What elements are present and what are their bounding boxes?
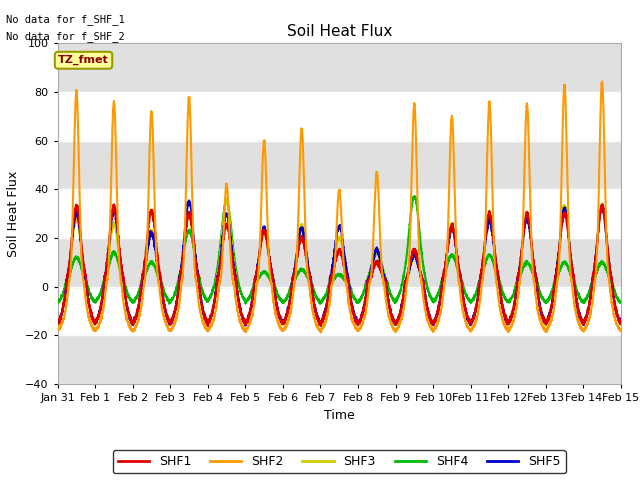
SHF4 xyxy=(616,299,624,305)
SHF3 xyxy=(155,268,163,274)
Text: TZ_fmet: TZ_fmet xyxy=(58,55,109,65)
SHF4 xyxy=(617,299,625,304)
SHF3 xyxy=(223,196,230,202)
SHF5 xyxy=(185,197,193,203)
SHF3 xyxy=(617,320,625,326)
SHF1 xyxy=(498,299,506,305)
SHF2 xyxy=(319,325,326,331)
SHF4 xyxy=(318,297,326,303)
Text: No data for f_SHF_1: No data for f_SHF_1 xyxy=(6,14,125,25)
SHF1 xyxy=(319,317,326,323)
SHF2 xyxy=(616,327,624,333)
Y-axis label: Soil Heat Flux: Soil Heat Flux xyxy=(6,170,19,257)
SHF2 xyxy=(435,317,442,323)
SHF5 xyxy=(319,316,326,322)
SHF1 xyxy=(617,320,625,325)
SHF4 xyxy=(435,289,442,295)
Bar xyxy=(58,43,621,92)
SHF2 xyxy=(498,313,506,319)
SHF1 xyxy=(435,305,442,311)
SHF4 xyxy=(498,286,506,292)
SHF2 xyxy=(317,330,324,336)
SHF1 xyxy=(204,324,212,329)
SHF2 xyxy=(466,326,474,332)
SHF3 xyxy=(542,323,550,329)
Legend: SHF1, SHF2, SHF3, SHF4, SHF5: SHF1, SHF2, SHF3, SHF4, SHF5 xyxy=(113,450,566,473)
SHF3 xyxy=(54,322,61,327)
Bar xyxy=(58,141,621,189)
SHF3 xyxy=(466,320,474,325)
SHF3 xyxy=(498,296,506,301)
SHF4 xyxy=(411,193,419,199)
Text: No data for f_SHF_2: No data for f_SHF_2 xyxy=(6,31,125,42)
Title: Soil Heat Flux: Soil Heat Flux xyxy=(287,24,392,39)
SHF5 xyxy=(617,321,625,327)
SHF5 xyxy=(241,323,249,329)
SHF2 xyxy=(617,328,625,334)
Line: SHF5: SHF5 xyxy=(58,200,621,326)
SHF4 xyxy=(466,299,474,304)
Bar xyxy=(58,336,621,384)
SHF4 xyxy=(155,275,163,280)
SHF1 xyxy=(466,319,474,325)
SHF5 xyxy=(435,306,442,312)
SHF1 xyxy=(54,320,61,325)
SHF3 xyxy=(616,321,624,327)
SHF2 xyxy=(54,326,61,332)
SHF3 xyxy=(319,318,326,324)
Bar xyxy=(58,238,621,287)
SHF5 xyxy=(498,300,506,305)
SHF5 xyxy=(155,271,163,276)
SHF5 xyxy=(616,320,624,326)
SHF1 xyxy=(110,202,118,207)
Line: SHF2: SHF2 xyxy=(58,82,621,333)
SHF5 xyxy=(54,319,61,325)
Line: SHF3: SHF3 xyxy=(58,199,621,326)
SHF1 xyxy=(155,264,163,270)
X-axis label: Time: Time xyxy=(324,408,355,421)
Line: SHF4: SHF4 xyxy=(58,196,621,304)
SHF2 xyxy=(155,280,163,286)
SHF1 xyxy=(616,321,624,327)
SHF2 xyxy=(598,79,606,84)
SHF5 xyxy=(466,319,474,324)
SHF3 xyxy=(435,304,442,310)
SHF4 xyxy=(54,301,61,307)
Line: SHF1: SHF1 xyxy=(58,204,621,326)
